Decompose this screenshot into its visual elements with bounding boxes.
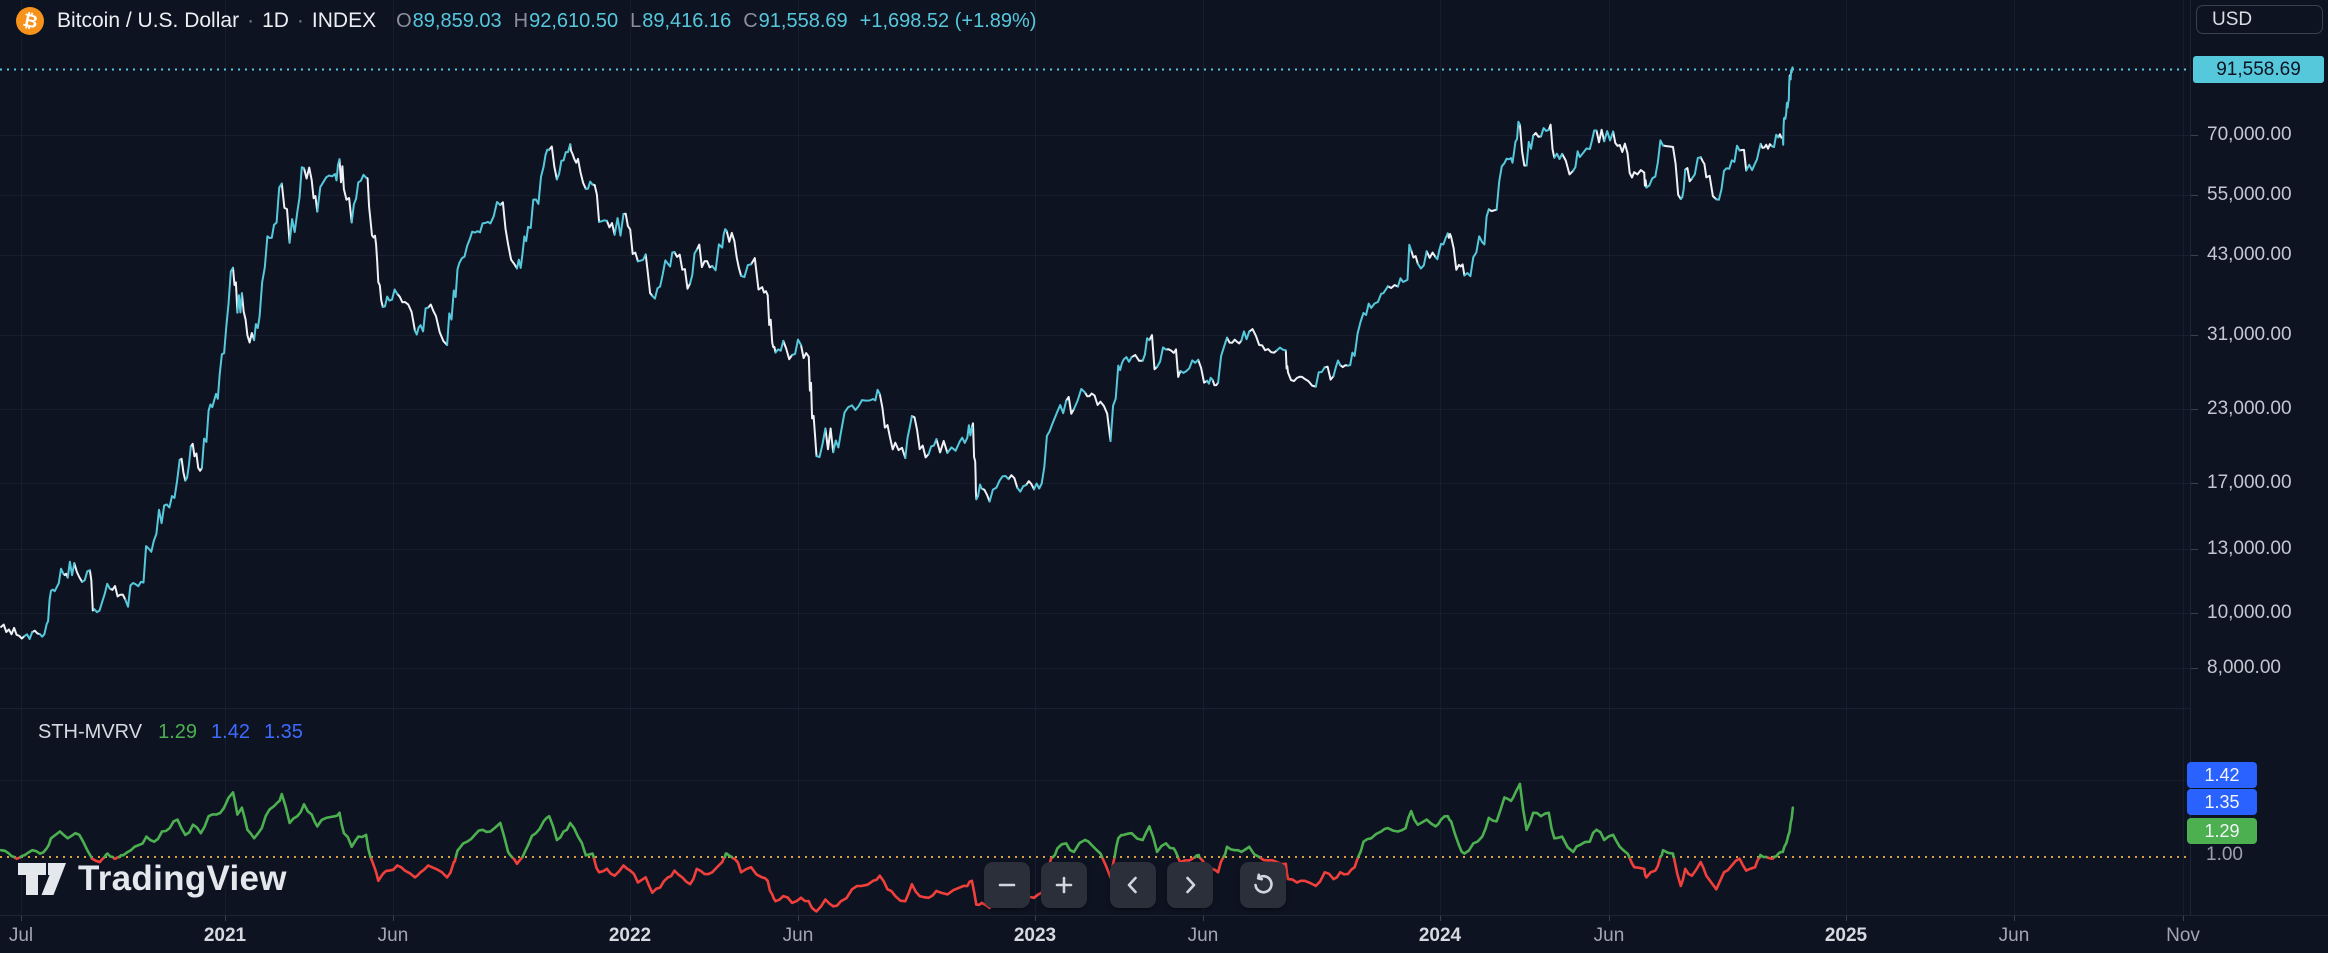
close-value: C91,558.69 bbox=[743, 9, 848, 32]
time-tick-mark bbox=[1440, 916, 1441, 921]
tradingview-watermark-text: TradingView bbox=[78, 859, 287, 898]
price-tick-mark bbox=[2191, 668, 2198, 669]
time-tick-label: Jun bbox=[377, 925, 409, 946]
price-tick-label: 55,000.00 bbox=[2207, 184, 2292, 205]
time-axis[interactable]: Jul 2021 Jun 2022 Jun 2023 Jun 2024 Jun 2025 Jun No… bbox=[0, 915, 2328, 953]
price-series-down bbox=[0, 74, 1792, 640]
time-tick-mark bbox=[1035, 916, 1036, 921]
separator-dot: · bbox=[296, 9, 304, 32]
time-tick-label: Nov bbox=[2166, 925, 2200, 946]
pane-separator[interactable] bbox=[0, 708, 2190, 709]
interval-label[interactable]: 1D bbox=[262, 9, 289, 32]
price-series-up bbox=[23, 66, 1794, 640]
price-tick-label: 17,000.00 bbox=[2207, 472, 2292, 493]
time-tick-label: Jun bbox=[782, 925, 814, 946]
low-value: L89,416.16 bbox=[630, 9, 732, 32]
price-tick-label: 13,000.00 bbox=[2207, 538, 2292, 559]
last-price-label: 91,558.69 bbox=[2193, 56, 2324, 83]
plus-icon bbox=[1055, 876, 1073, 894]
chevron-right-icon bbox=[1186, 876, 1196, 894]
price-tick-mark bbox=[2191, 613, 2198, 614]
mvrv-series-below bbox=[12, 855, 1776, 913]
time-tick-mark bbox=[2014, 916, 2015, 921]
open-value: O89,859.03 bbox=[396, 9, 502, 32]
indicator-title[interactable]: STH-MVRV bbox=[38, 721, 143, 743]
indicator-legend: STH-MVRV 1.29 1.42 1.35 bbox=[38, 721, 317, 744]
indicator-baseline-label: 1.00 bbox=[2206, 844, 2243, 865]
tradingview-watermark-link[interactable]: TradingView bbox=[18, 858, 287, 900]
time-tick-mark bbox=[225, 916, 226, 921]
indicator-legend-value: 1.42 bbox=[211, 721, 250, 743]
time-tick-label: 2023 bbox=[1013, 925, 1057, 946]
minus-icon bbox=[998, 883, 1016, 887]
price-tick-mark bbox=[2191, 549, 2198, 550]
symbol-header: ₿ Bitcoin / U.S. Dollar · 1D · INDEX O89… bbox=[16, 6, 1036, 36]
currency-toggle-button[interactable]: USD bbox=[2196, 5, 2323, 34]
time-tick-label: 2025 bbox=[1824, 925, 1868, 946]
time-tick-label: 2021 bbox=[203, 925, 247, 946]
scroll-right-button[interactable] bbox=[1167, 862, 1213, 908]
indicator-band-label-upper: 1.42 bbox=[2187, 762, 2257, 788]
time-tick-mark bbox=[21, 916, 22, 921]
high-value: H92,610.50 bbox=[513, 9, 619, 32]
price-tick-mark bbox=[2191, 409, 2198, 410]
price-tick-label: 31,000.00 bbox=[2207, 324, 2292, 345]
zoom-out-button[interactable] bbox=[984, 862, 1030, 908]
time-tick-label: Jun bbox=[1593, 925, 1625, 946]
scroll-left-button[interactable] bbox=[1110, 862, 1156, 908]
price-tick-label: 43,000.00 bbox=[2207, 244, 2292, 265]
indicator-legend-value: 1.29 bbox=[158, 721, 198, 743]
source-label: INDEX bbox=[311, 9, 377, 32]
time-tick-label: 2024 bbox=[1418, 925, 1462, 946]
time-tick-mark bbox=[1203, 916, 1204, 921]
main-price-pane[interactable] bbox=[0, 0, 2190, 708]
time-tick-label: Jul bbox=[8, 925, 34, 946]
mvrv-series-above bbox=[0, 782, 1795, 859]
indicator-value-label: 1.29 bbox=[2187, 818, 2257, 844]
zoom-in-button[interactable] bbox=[1041, 862, 1087, 908]
indicator-pane[interactable] bbox=[0, 708, 2190, 915]
time-tick-mark bbox=[2183, 916, 2184, 921]
indicator-legend-value: 1.35 bbox=[263, 721, 303, 743]
time-tick-mark bbox=[798, 916, 799, 921]
ohlc-values: O89,859.03 H92,610.50 L89,416.16 C91,558… bbox=[396, 10, 860, 33]
price-tick-mark bbox=[2191, 483, 2198, 484]
price-tick-mark bbox=[2191, 195, 2198, 196]
time-tick-mark bbox=[1609, 916, 1610, 921]
price-tick-mark bbox=[2191, 135, 2198, 136]
symbol-name-button[interactable]: Bitcoin / U.S. Dollar bbox=[57, 9, 240, 32]
price-tick-mark bbox=[2191, 335, 2198, 336]
reset-icon bbox=[1254, 873, 1273, 894]
separator-dot: · bbox=[247, 9, 255, 32]
time-tick-label: 2022 bbox=[608, 925, 652, 946]
indicator-band-label-lower: 1.35 bbox=[2187, 789, 2257, 815]
reset-chart-button[interactable] bbox=[1240, 862, 1286, 908]
price-tick-mark bbox=[2191, 255, 2198, 256]
tradingview-logo-icon bbox=[18, 863, 66, 895]
change-value: +1,698.52 (+1.89%) bbox=[859, 9, 1037, 32]
bitcoin-logo-icon: ₿ bbox=[16, 7, 44, 35]
time-tick-mark bbox=[1846, 916, 1847, 921]
time-tick-label: Jun bbox=[1998, 925, 2030, 946]
price-tick-label: 23,000.00 bbox=[2207, 398, 2292, 419]
price-tick-label: 10,000.00 bbox=[2207, 602, 2292, 623]
price-axis[interactable]: 70,000.00 55,000.00 43,000.00 31,000.00 23,0… bbox=[2190, 0, 2328, 915]
time-tick-mark bbox=[393, 916, 394, 921]
time-tick-mark bbox=[630, 916, 631, 921]
time-tick-label: Jun bbox=[1187, 925, 1219, 946]
price-tick-label: 70,000.00 bbox=[2207, 124, 2292, 145]
price-tick-label: 8,000.00 bbox=[2207, 657, 2281, 678]
chevron-left-icon bbox=[1127, 876, 1137, 894]
